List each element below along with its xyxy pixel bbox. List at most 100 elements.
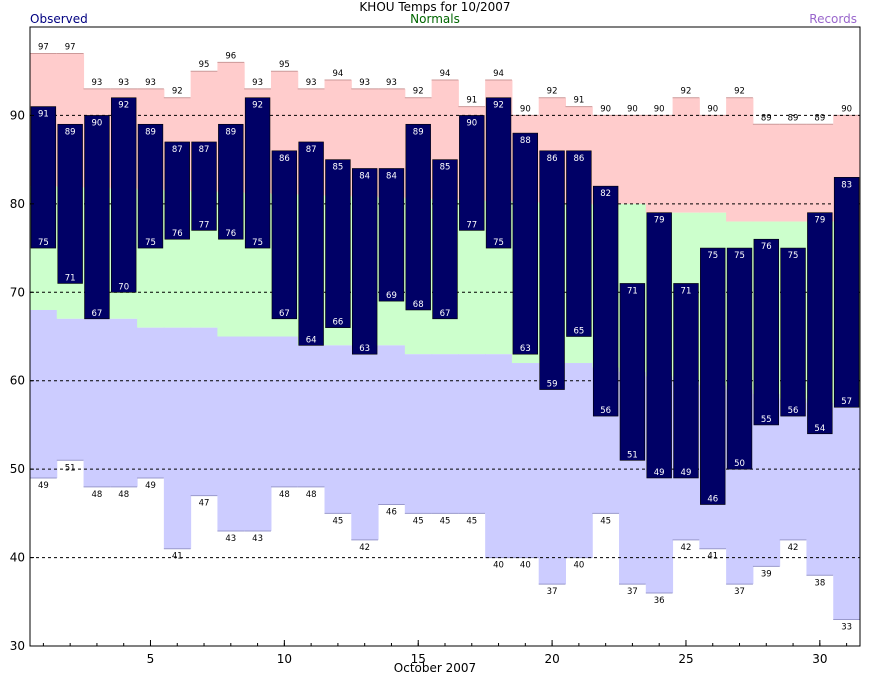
record-low-band: [190, 327, 218, 496]
observed-high-label: 86: [279, 154, 290, 164]
observed-high-label: 84: [386, 171, 397, 181]
observed-high-label: 90: [92, 118, 103, 128]
record-low-band: [431, 354, 459, 514]
record-high-label: 90: [707, 104, 718, 114]
observed-bar: [191, 141, 217, 231]
record-high-label: 89: [788, 113, 799, 123]
observed-high-label: 89: [413, 127, 424, 137]
observed-bar: [218, 123, 244, 240]
record-low-label: 45: [600, 516, 611, 526]
x-axis-label: October 2007: [393, 661, 477, 675]
y-tick-label: 90: [10, 108, 25, 122]
record-low-band: [163, 327, 192, 549]
record-high-label: 93: [145, 78, 156, 88]
observed-high-label: 92: [252, 101, 263, 111]
observed-low-label: 67: [92, 309, 103, 319]
record-low-label: 37: [627, 587, 638, 597]
x-tick-label: 5: [147, 652, 155, 666]
record-low-label: 42: [359, 543, 370, 553]
x-tick-label: 20: [544, 652, 559, 666]
record-high-label: 92: [172, 87, 183, 97]
record-low-label: 48: [118, 490, 129, 500]
observed-low-label: 76: [172, 229, 183, 239]
observed-bar: [807, 212, 833, 435]
observed-bar: [700, 247, 726, 505]
legend-normals: Normals: [410, 12, 460, 26]
observed-bar: [137, 123, 164, 249]
chart-title: KHOU Temps for 10/2007: [359, 0, 511, 14]
record-low-label: 41: [172, 552, 183, 562]
observed-high-label: 92: [118, 101, 129, 111]
record-low-band: [30, 309, 58, 478]
observed-bar: [512, 132, 539, 355]
record-low-band: [565, 363, 593, 558]
y-tick-label: 70: [10, 285, 25, 299]
record-low-label: 42: [788, 543, 799, 553]
observed-low-label: 77: [199, 220, 210, 230]
record-low-label: 38: [814, 578, 825, 588]
record-low-label: 48: [279, 490, 290, 500]
record-high-label: 92: [547, 87, 558, 97]
record-high-label: 97: [38, 43, 49, 53]
x-tick-label: 15: [411, 652, 426, 666]
record-low-band: [324, 345, 352, 514]
x-tick-label: 25: [678, 652, 693, 666]
observed-bar: [592, 185, 619, 417]
observed-bar: [780, 247, 806, 417]
record-low-label: 45: [413, 516, 424, 526]
record-high-label: 90: [654, 104, 665, 114]
record-high-label: 92: [681, 87, 692, 97]
legend-observed: Observed: [30, 12, 88, 26]
observed-bar: [111, 97, 137, 293]
observed-low-label: 59: [547, 380, 558, 390]
observed-low-label: 67: [279, 309, 290, 319]
observed-high-label: 82: [600, 189, 611, 199]
observed-low-label: 69: [386, 291, 397, 301]
record-high-label: 94: [493, 69, 504, 79]
record-high-label: 92: [734, 87, 745, 97]
record-high-label: 90: [520, 104, 531, 114]
observed-low-label: 54: [814, 424, 825, 434]
record-high-label: 90: [841, 104, 852, 114]
record-high-label: 93: [306, 78, 317, 88]
record-low-band: [217, 336, 245, 532]
record-low-band: [56, 318, 85, 461]
record-low-band: [538, 363, 566, 585]
observed-low-label: 64: [306, 335, 317, 345]
record-low-band: [270, 336, 299, 487]
record-low-band: [458, 354, 486, 514]
observed-low-label: 46: [707, 495, 718, 505]
record-low-label: 43: [252, 534, 263, 544]
record-low-label: 45: [466, 516, 477, 526]
observed-high-label: 75: [788, 251, 799, 261]
record-high-label: 97: [65, 43, 76, 53]
observed-low-label: 77: [466, 220, 477, 230]
y-tick-label: 30: [10, 639, 25, 653]
observed-high-label: 88: [520, 136, 531, 146]
observed-bar: [57, 123, 83, 284]
record-low-band: [833, 407, 861, 620]
observed-low-label: 63: [520, 344, 531, 354]
legend-records: Records: [809, 12, 857, 26]
observed-bar: [539, 150, 565, 390]
observed-bar: [485, 97, 512, 249]
observed-high-label: 85: [440, 163, 451, 173]
record-low-label: 49: [38, 481, 49, 491]
record-low-label: 48: [306, 490, 317, 500]
observed-high-label: 92: [493, 101, 504, 111]
record-high-band: [779, 124, 807, 222]
observed-high-label: 85: [332, 163, 343, 173]
y-tick-label: 80: [10, 197, 25, 211]
observed-high-label: 79: [814, 216, 825, 226]
observed-layer: [30, 97, 860, 505]
observed-bar: [351, 168, 378, 355]
record-low-label: 36: [654, 596, 665, 606]
observed-high-label: 86: [547, 154, 558, 164]
record-low-label: 46: [386, 508, 397, 518]
observed-high-label: 71: [627, 286, 638, 296]
observed-low-label: 75: [493, 238, 504, 248]
observed-low-label: 76: [225, 229, 236, 239]
observed-high-label: 86: [573, 154, 584, 164]
observed-bar: [271, 150, 298, 320]
